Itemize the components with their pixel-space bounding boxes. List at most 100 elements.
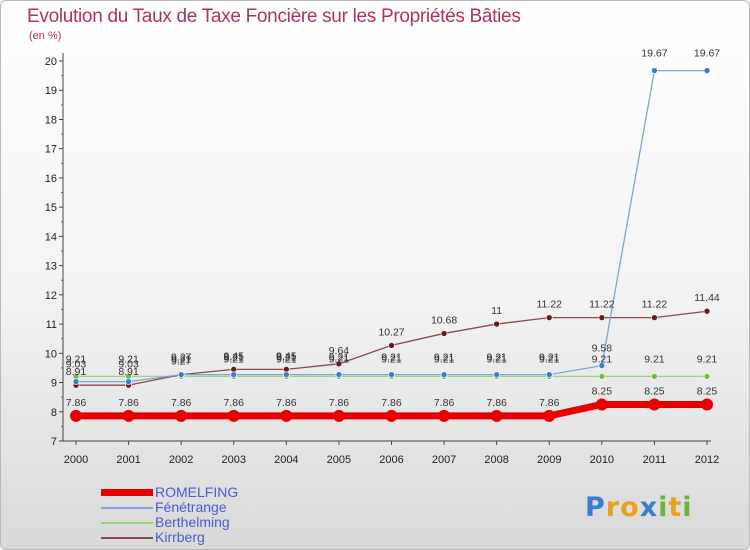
y-tick-label: 7: [51, 436, 57, 448]
data-label: 8.91: [118, 366, 139, 378]
x-tick-label: 2000: [64, 454, 88, 466]
data-label: 9.21: [486, 352, 507, 364]
y-tick-label: 10: [45, 348, 57, 360]
data-point: [335, 371, 343, 378]
x-tick-label: 2004: [274, 454, 298, 466]
x-tick-label: 2011: [643, 454, 667, 466]
data-point: [438, 409, 451, 422]
data-point: [440, 330, 448, 337]
data-label: 7.86: [381, 397, 402, 409]
data-label: 9.21: [592, 353, 613, 365]
data-label: 9.21: [66, 353, 87, 365]
data-label: 9.45: [224, 350, 245, 362]
data-point: [122, 409, 135, 422]
data-label: 7.86: [486, 397, 507, 409]
data-label: 9.21: [381, 352, 402, 364]
data-point: [493, 371, 500, 378]
data-label: 19.67: [641, 48, 667, 60]
data-point: [701, 398, 713, 411]
data-label: 9.21: [434, 353, 455, 365]
y-tick-label: 16: [45, 173, 57, 185]
legend-swatch: [101, 489, 153, 496]
data-point: [177, 371, 185, 378]
data-label: 9.27: [171, 356, 192, 368]
y-tick-label: 19: [45, 85, 57, 97]
logo-letter: i: [658, 492, 669, 523]
x-tick-label: 2005: [327, 454, 351, 466]
data-point: [283, 371, 290, 378]
data-point: [440, 371, 448, 378]
chart-title: Evolution du Taux de Taxe Foncière sur l…: [27, 6, 521, 27]
logo-letter: i: [682, 492, 693, 523]
data-point: [335, 360, 343, 368]
y-unit-label: (en %): [29, 30, 62, 42]
data-label: 11: [491, 305, 502, 317]
data-label: 7.86: [224, 397, 245, 409]
data-label: 7.86: [171, 397, 192, 409]
y-tick-label: 13: [45, 261, 57, 273]
data-point: [280, 409, 293, 422]
logo-letter: P: [585, 492, 606, 523]
data-label: 11.22: [642, 299, 668, 311]
data-label: 7.86: [118, 397, 139, 409]
y-tick-label: 12: [45, 290, 57, 302]
y-tick-label: 14: [45, 231, 57, 243]
x-tick-label: 2007: [432, 454, 456, 466]
data-point: [493, 320, 500, 328]
data-point: [72, 378, 80, 385]
data-point: [703, 373, 711, 380]
data-point: [595, 398, 608, 411]
data-point: [385, 409, 398, 422]
logo-letter: x: [639, 492, 659, 523]
data-point: [598, 362, 606, 369]
logo-letter: r: [605, 492, 621, 523]
data-label: 7.86: [539, 397, 560, 409]
data-label: 9.21: [697, 353, 718, 365]
logo-letter: t: [668, 492, 683, 523]
y-tick-label: 11: [46, 319, 57, 331]
x-tick-label: 2006: [379, 454, 403, 466]
data-label: 8.91: [66, 366, 87, 378]
data-label: 9.21: [118, 353, 139, 365]
legend-label: Kirrberg: [155, 529, 205, 545]
data-point: [651, 67, 658, 74]
data-label: 8.25: [592, 385, 613, 397]
data-label: 7.86: [66, 397, 87, 409]
data-point: [545, 371, 553, 378]
data-point: [598, 373, 606, 380]
data-label: 9.21: [486, 353, 507, 365]
data-point: [175, 409, 188, 422]
data-point: [703, 307, 711, 315]
data-label: 9.03: [118, 359, 139, 371]
data-point: [598, 314, 606, 321]
data-label: 7.86: [276, 397, 297, 409]
x-tick-label: 2010: [590, 454, 614, 466]
x-tick-label: 2008: [484, 454, 508, 466]
data-point: [543, 409, 556, 422]
data-point: [125, 378, 132, 385]
data-point: [332, 409, 345, 422]
data-label: 9.21: [276, 353, 297, 365]
data-label: 9.64: [329, 345, 350, 357]
data-label: 10.27: [378, 326, 404, 338]
x-tick-label: 2003: [222, 454, 246, 466]
y-tick-label: 20: [45, 56, 57, 68]
data-label: 8.25: [644, 385, 665, 397]
data-point: [230, 371, 238, 378]
x-tick-label: 2012: [695, 454, 719, 466]
data-label: 11.22: [537, 299, 563, 311]
legend-label: ROMELFING: [155, 484, 239, 500]
data-label: 19.67: [694, 48, 720, 60]
data-point: [490, 409, 503, 422]
data-label: 7.86: [329, 397, 350, 409]
data-label: 11.22: [589, 299, 615, 311]
y-tick-label: 17: [45, 144, 57, 156]
x-tick-label: 2001: [116, 454, 140, 466]
data-label: 9.45: [276, 350, 297, 362]
data-label: 8.25: [697, 385, 718, 397]
data-label: 9.21: [224, 353, 245, 365]
y-tick-label: 9: [51, 378, 57, 390]
x-tick-label: 2002: [169, 454, 193, 466]
